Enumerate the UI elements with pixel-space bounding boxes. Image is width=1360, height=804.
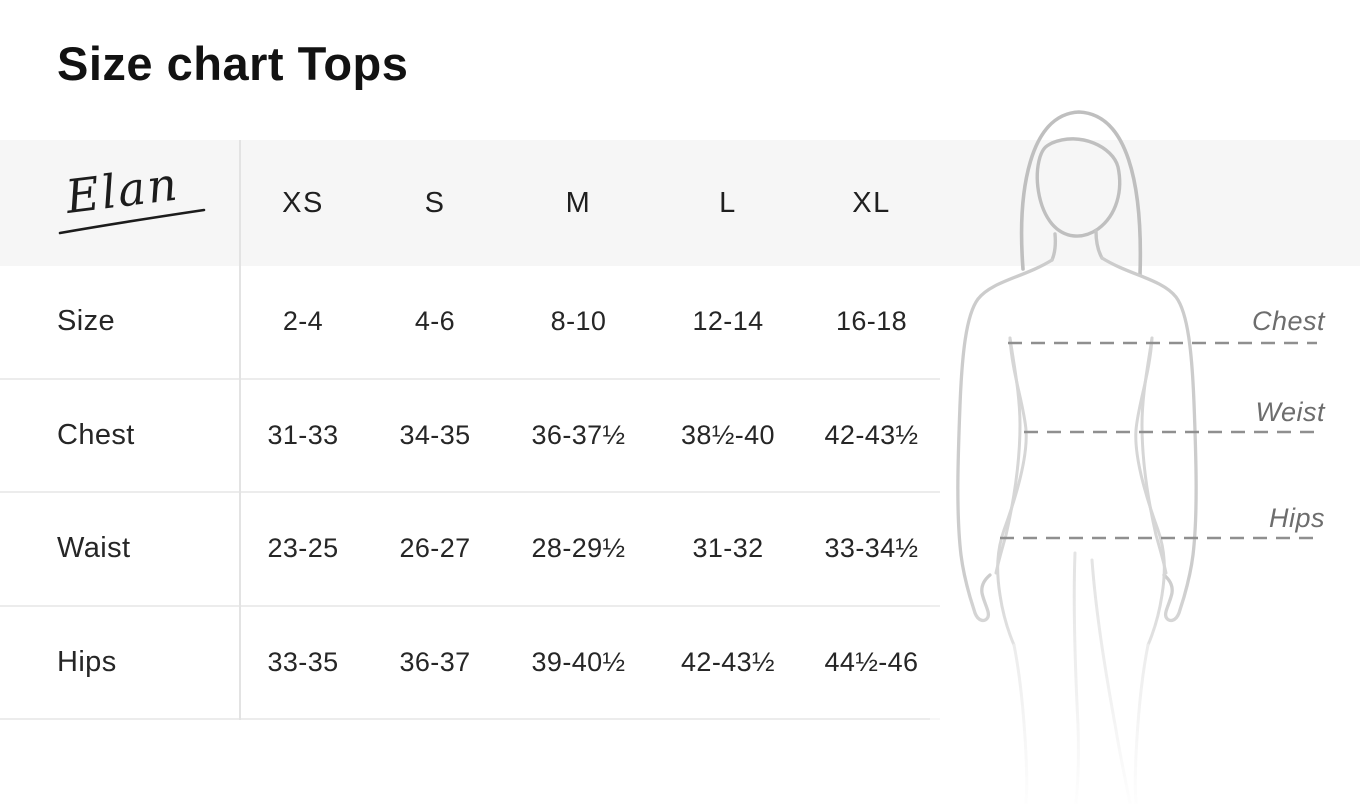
size-table: Elan XS S M L XL Size 2-4 4-6 8-10 12-14… xyxy=(0,140,940,720)
column-header-xl: XL xyxy=(852,186,891,219)
cell-hips-m: 39-40½ xyxy=(504,607,653,720)
cell-chest-m: 36-37½ xyxy=(504,380,653,493)
column-header-xs: XS xyxy=(282,186,324,219)
cell-waist-l: 31-32 xyxy=(653,493,803,607)
measurement-lines xyxy=(1000,341,1317,540)
table-header-band xyxy=(0,140,1360,266)
figure-hair xyxy=(1019,110,1143,277)
cell-size-m: 8-10 xyxy=(504,266,653,380)
hips-measure-label: Hips xyxy=(1268,503,1325,533)
row-label-hips: Hips xyxy=(0,607,240,720)
cell-size-s: 4-6 xyxy=(366,266,504,380)
column-header-l: L xyxy=(719,186,737,219)
brand-logo-signature: Elan xyxy=(58,157,206,235)
chest-measure-label: Chest xyxy=(1251,306,1325,336)
column-header-s: S xyxy=(424,186,446,219)
cell-hips-xl: 44½-46 xyxy=(803,607,940,720)
cell-size-xl: 16-18 xyxy=(803,266,940,380)
cell-size-xs: 2-4 xyxy=(240,266,366,380)
row-label-waist: Waist xyxy=(0,493,240,607)
cell-size-l: 12-14 xyxy=(653,266,803,380)
figure-face xyxy=(1035,137,1122,238)
cell-chest-s: 34-35 xyxy=(366,380,504,493)
figure-neck xyxy=(1050,229,1104,262)
column-header-m: M xyxy=(565,186,592,219)
waist-measure-label: Weist xyxy=(1255,397,1325,427)
cell-waist-s: 26-27 xyxy=(366,493,504,607)
cell-chest-xs: 31-33 xyxy=(240,380,366,493)
table-column-divider xyxy=(239,140,241,720)
figure-fade-overlay xyxy=(930,575,1360,804)
page-title: Size chart Tops xyxy=(57,37,409,90)
cell-waist-xl: 33-34½ xyxy=(803,493,940,607)
cell-hips-s: 36-37 xyxy=(366,607,504,720)
body-figure-illustration xyxy=(930,110,1360,804)
cell-waist-m: 28-29½ xyxy=(504,493,653,607)
cell-chest-l: 38½-40 xyxy=(653,380,803,493)
cell-hips-l: 42-43½ xyxy=(653,607,803,720)
row-label-size: Size xyxy=(0,266,240,380)
logo-underline xyxy=(58,208,206,235)
brand-logo: Elan xyxy=(0,140,240,266)
row-label-chest: Chest xyxy=(0,380,240,493)
cell-hips-xs: 33-35 xyxy=(240,607,366,720)
cell-chest-xl: 42-43½ xyxy=(803,380,940,493)
brand-logo-text: Elan xyxy=(62,157,182,225)
cell-waist-xs: 23-25 xyxy=(240,493,366,607)
